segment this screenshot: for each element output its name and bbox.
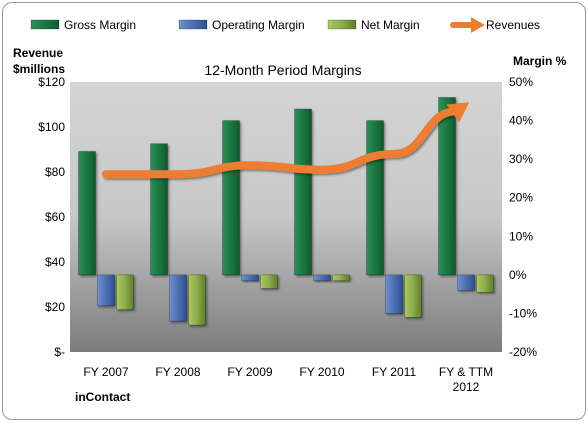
bar-operating-margin: [169, 274, 187, 322]
bar-gross-margin: [366, 120, 384, 276]
legend-label-operating-margin: Operating Margin: [212, 18, 305, 32]
left-tick-label: $-: [54, 345, 65, 359]
category-label: FY 2011: [372, 365, 417, 379]
bar-gross-margin: [150, 143, 168, 276]
left-axis-title-line2: $millions: [13, 62, 65, 76]
right-tick-label: 0%: [509, 268, 527, 282]
left-tick-label: $120: [38, 75, 65, 89]
revenue-line: [102, 102, 470, 179]
legend-label-revenues: Revenues: [486, 18, 540, 32]
company-label: inContact: [75, 390, 130, 404]
bar-gross-margin: [78, 151, 96, 276]
legend-swatch-net-margin: [327, 19, 357, 30]
right-axis-title: Margin %: [513, 54, 567, 68]
right-tick-label: 10%: [509, 229, 533, 243]
right-tick-label: -10%: [509, 306, 537, 320]
bar-net-margin: [260, 274, 278, 289]
bar-operating-margin: [457, 274, 475, 291]
bar-operating-margin: [313, 274, 331, 281]
left-axis-title-line1: Revenue: [13, 46, 63, 60]
revenue-arrowhead: [446, 102, 470, 123]
legend-label-net-margin: Net Margin: [361, 18, 420, 32]
bar-net-margin: [116, 274, 134, 310]
left-tick-label: $100: [38, 120, 65, 134]
legend-swatch-gross-margin: [30, 19, 60, 30]
left-tick-label: $60: [45, 210, 65, 224]
bar-operating-margin: [385, 274, 403, 314]
category-label: FY & TTM 2012: [439, 365, 493, 394]
bar-gross-margin: [222, 120, 240, 276]
category-labels: FY 2007 FY 2008 FY 2009 FY 2010 FY 2011 FY & …: [83, 365, 493, 394]
legend-label-gross-margin: Gross Margin: [64, 18, 136, 32]
right-tick-label: 20%: [509, 191, 533, 205]
right-axis-ticks: -20% -10% 0% 10% 20% 30% 40% 50%: [509, 75, 537, 359]
left-tick-label: $20: [45, 300, 65, 314]
legend-arrow-icon: [471, 17, 485, 33]
chart-title: 12-Month Period Margins: [204, 62, 361, 78]
right-tick-label: 30%: [509, 152, 533, 166]
bar-operating-margin: [241, 274, 259, 281]
category-label: FY 2007: [83, 365, 128, 379]
right-tick-label: 40%: [509, 114, 533, 128]
bar-net-margin: [476, 274, 494, 293]
margins-chart: Gross Margin Operating Margin Net Margin Re…: [13, 17, 567, 404]
bar-net-margin: [188, 274, 206, 326]
right-tick-label: -20%: [509, 345, 537, 359]
revenue-line-path: [102, 107, 461, 179]
category-label: FY 2010: [299, 365, 344, 379]
left-tick-label: $40: [45, 255, 65, 269]
bar-gross-margin: [438, 97, 456, 276]
bar-net-margin: [332, 274, 350, 281]
legend: Gross Margin Operating Margin Net Margin Re…: [30, 17, 540, 33]
legend-swatch-operating-margin: [178, 19, 208, 30]
left-tick-label: $80: [45, 165, 65, 179]
category-label: FY 2008: [155, 365, 200, 379]
bar-operating-margin: [97, 274, 115, 307]
category-label: FY 2009: [227, 365, 272, 379]
left-axis-ticks: $- $20 $40 $60 $80 $100 $120: [38, 75, 65, 359]
right-tick-label: 50%: [509, 75, 533, 89]
bar-gross-margin: [294, 108, 312, 276]
bar-net-margin: [404, 274, 422, 318]
